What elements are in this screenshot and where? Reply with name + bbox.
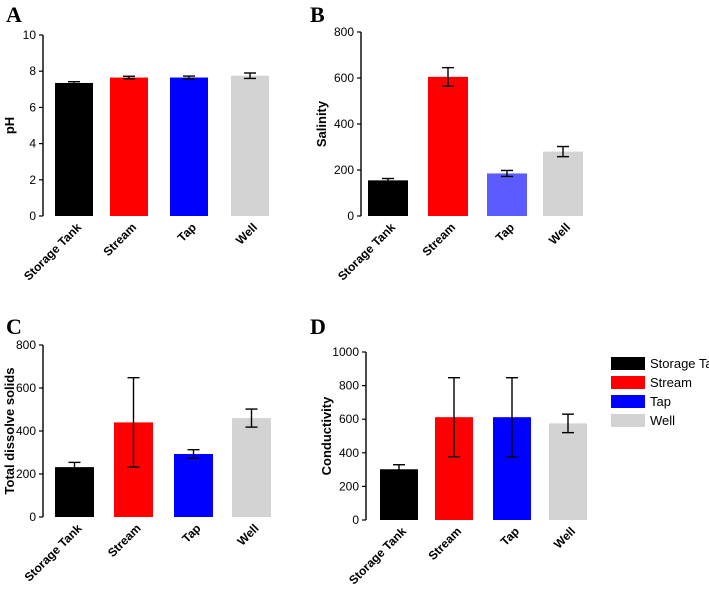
panel-b-y-tick-label: 200 xyxy=(334,163,354,177)
panel-b-category-label: Stream xyxy=(419,220,458,259)
panel-d-letter: D xyxy=(310,314,326,339)
panel-a-y-tick-label: 10 xyxy=(23,28,37,42)
panel-c-bar-storage-tank xyxy=(55,467,94,517)
panel-d-category-label: Well xyxy=(551,524,578,551)
legend-label-tap: Tap xyxy=(650,394,671,409)
panel-c-letter: C xyxy=(6,314,22,339)
panel-c-category-label: Tap xyxy=(179,521,203,545)
panel-a-letter: A xyxy=(6,2,22,27)
panel-b-y-tick-label: 0 xyxy=(347,209,354,223)
panel-d-y-tick-label: 200 xyxy=(339,479,359,493)
panel-c-y-tick-label: 800 xyxy=(16,338,36,352)
panel-c: C 0 200 400 600 800 Total dissolve solids Stora… xyxy=(2,314,271,584)
panel-c-bar-tap xyxy=(174,454,213,517)
panel-a-y-tick-label: 0 xyxy=(29,209,36,223)
panel-b-category-label: Storage Tank xyxy=(335,220,398,283)
legend-swatch-stream xyxy=(611,376,645,389)
panel-a-y-tick-label: 8 xyxy=(29,64,36,78)
panel-d-bar-well xyxy=(549,423,587,520)
panel-a-y-tick-label: 2 xyxy=(29,173,36,187)
panel-a-category-label: Storage Tank xyxy=(21,220,84,283)
panel-b: B 0 200 400 600 800 Salinity Storage Tank Stream… xyxy=(310,2,583,283)
panel-a-bar-well xyxy=(231,75,269,216)
panel-c-y-tick-label: 0 xyxy=(29,510,36,524)
panel-d-y-tick-label: 600 xyxy=(339,412,359,426)
panel-b-y-tick-label: 600 xyxy=(334,71,354,85)
panel-c-bar-well xyxy=(232,418,271,517)
panel-b-y-tick-label: 400 xyxy=(334,117,354,131)
panel-a-y-tick-label: 4 xyxy=(29,137,36,151)
panel-b-bar-well xyxy=(543,151,583,216)
panel-a-category-label: Stream xyxy=(100,220,139,259)
panel-d-category-label: Stream xyxy=(425,524,464,563)
legend: Storage Tank Stream Tap Well xyxy=(611,356,709,428)
panel-b-y-title: Salinity xyxy=(314,100,329,147)
panel-a-y-title: pH xyxy=(2,117,17,134)
panel-c-y-tick-label: 200 xyxy=(16,467,36,481)
panel-c-y-tick-label: 600 xyxy=(16,381,36,395)
panel-c-y-title: Total dissolve solids xyxy=(2,368,17,495)
legend-swatch-well xyxy=(611,414,645,427)
panel-d-y-title: Conductivity xyxy=(319,396,334,475)
panel-d-y-tick-label: 1000 xyxy=(332,345,359,359)
panel-a-bar-tap xyxy=(170,77,208,216)
legend-label-stream: Stream xyxy=(650,375,692,390)
legend-label-storage-tank: Storage Tank xyxy=(650,356,709,371)
panel-d-y-tick-label: 0 xyxy=(352,513,359,527)
panel-d-y-tick-label: 800 xyxy=(339,379,359,393)
panel-d-category-label: Storage Tank xyxy=(346,524,409,587)
legend-swatch-storage-tank xyxy=(611,357,645,370)
panel-a-bar-stream xyxy=(110,77,148,216)
panel-a-category-label: Tap xyxy=(175,220,199,244)
panel-b-bar-stream xyxy=(428,76,468,216)
panel-b-bar-tap xyxy=(487,173,527,216)
panel-c-category-label: Storage Tank xyxy=(22,521,85,584)
panel-c-category-label: Stream xyxy=(105,521,144,560)
panel-d-bar-storage-tank xyxy=(380,469,418,520)
panel-a-category-label: Well xyxy=(233,220,260,247)
panel-c-category-label: Well xyxy=(234,521,261,548)
panel-b-category-label: Tap xyxy=(493,220,517,244)
panel-c-y-tick-label: 400 xyxy=(16,424,36,438)
panel-d-y-tick-label: 400 xyxy=(339,446,359,460)
panel-b-category-label: Well xyxy=(546,220,573,247)
panel-b-y-tick-label: 800 xyxy=(334,25,354,39)
panel-a-bar-storage-tank xyxy=(55,82,93,216)
legend-swatch-tap xyxy=(611,395,645,408)
panel-d: D 0 200 400 600 800 1000 Conductivity Storage Ta… xyxy=(310,314,587,587)
panel-d-category-label: Tap xyxy=(498,524,522,548)
legend-label-well: Well xyxy=(650,413,675,428)
panel-b-bar-storage-tank xyxy=(368,180,408,216)
panel-a: A 0 2 4 6 8 10 pH Storage Tank Stream Tap Well xyxy=(2,2,269,283)
panel-a-y-tick-label: 6 xyxy=(29,100,36,114)
panel-b-letter: B xyxy=(310,2,325,27)
